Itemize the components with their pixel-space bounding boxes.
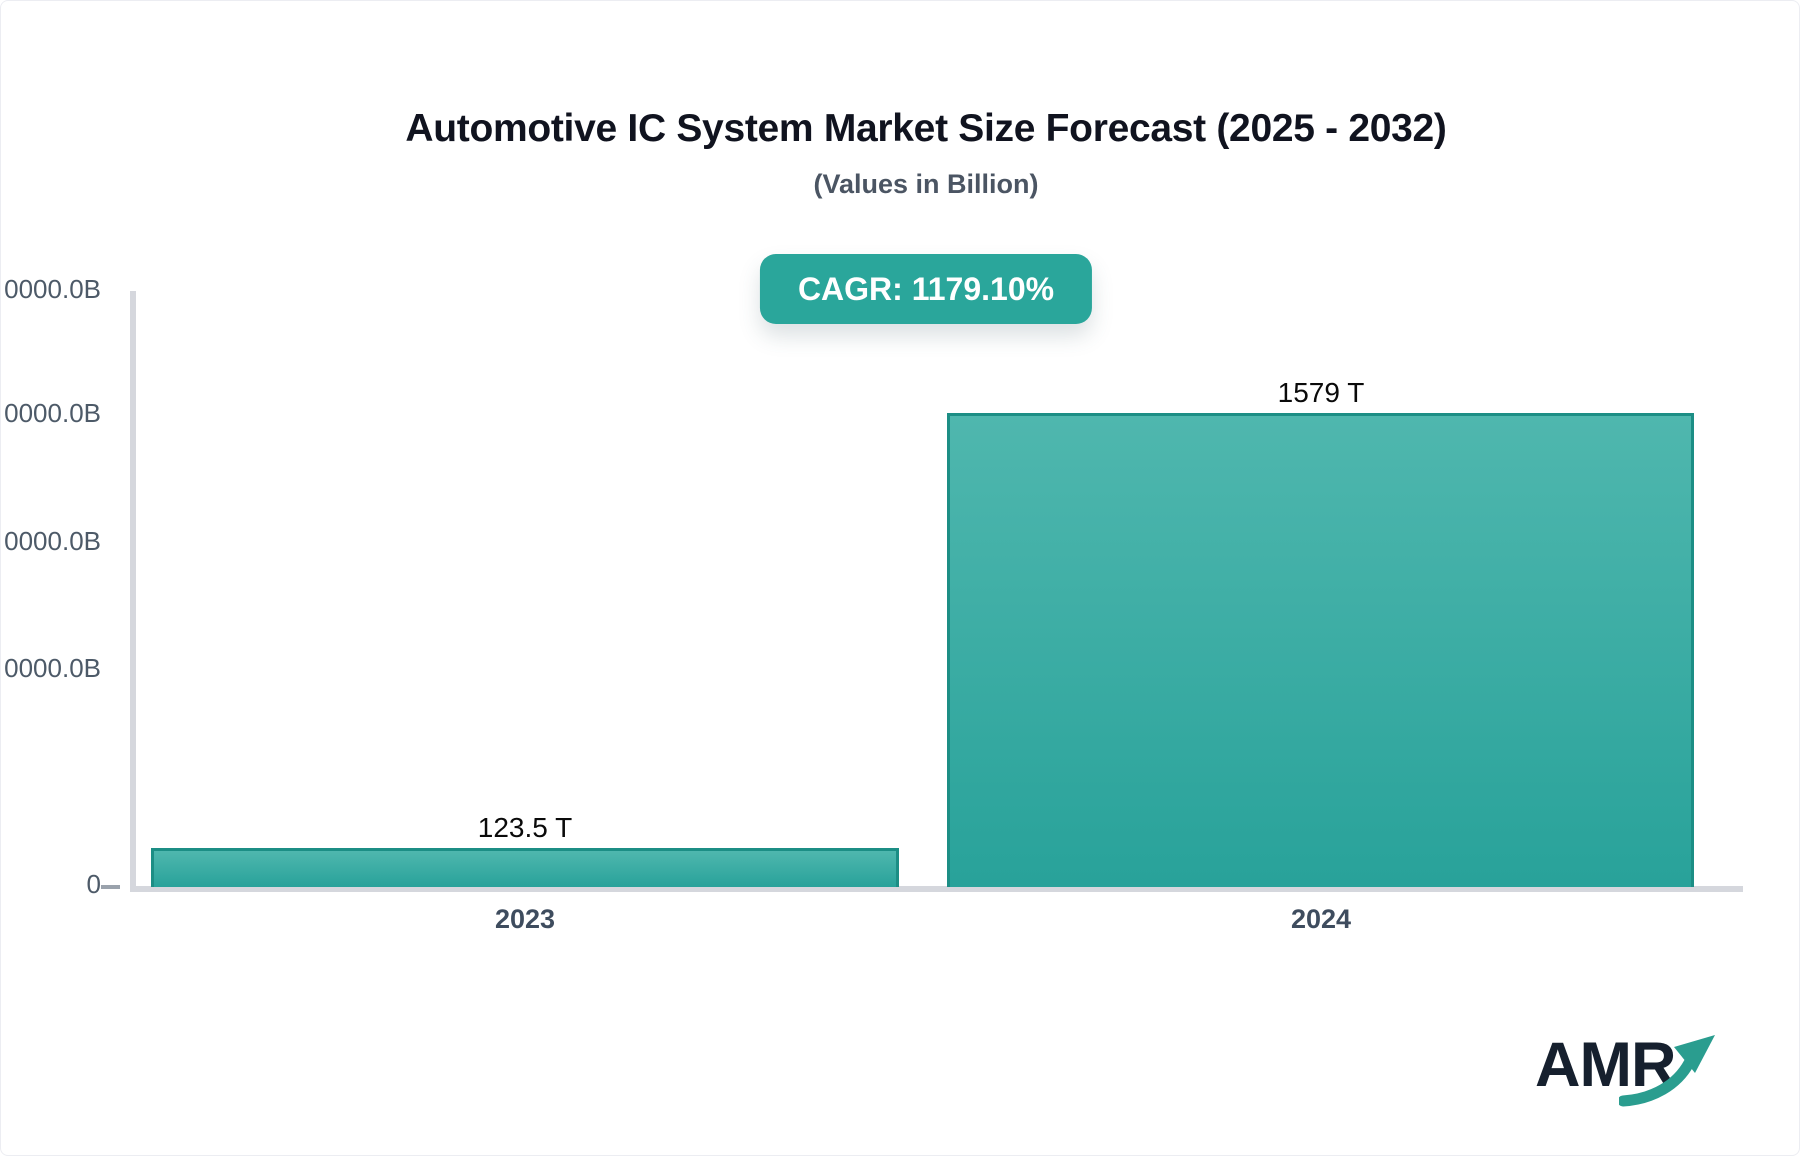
bar-2023 bbox=[151, 848, 899, 887]
y-axis-tick-label: 0000.0B bbox=[4, 653, 101, 683]
amr-logo: AMR bbox=[1535, 1029, 1735, 1113]
x-axis-baseline bbox=[130, 886, 1743, 892]
amr-logo-text: AMR bbox=[1535, 1030, 1676, 1100]
y-axis-tick-label: 0000.0B bbox=[4, 274, 101, 304]
y-axis-tick-label: 0000.0B bbox=[4, 398, 101, 428]
y-axis-zero-label: 0 bbox=[86, 869, 101, 899]
chart-subtitle: (Values in Billion) bbox=[813, 169, 1039, 199]
chart-title: Automotive IC System Market Size Forecas… bbox=[405, 107, 1447, 150]
bar-2024 bbox=[947, 413, 1694, 887]
y-axis-line bbox=[130, 291, 136, 887]
x-axis-label-2024: 2024 bbox=[1290, 904, 1352, 934]
x-axis-label-2023: 2023 bbox=[494, 904, 556, 934]
cagr-badge: CAGR: 1179.10% bbox=[759, 254, 1093, 324]
bar-value-label-2024: 1579 T bbox=[1277, 377, 1365, 408]
bar-value-label-2023: 123.5 T bbox=[477, 812, 573, 843]
y-axis-zero-tick-mark bbox=[101, 885, 120, 889]
growth-arrow-icon bbox=[1619, 1035, 1715, 1107]
y-axis-tick-label: 0000.0B bbox=[4, 526, 101, 556]
